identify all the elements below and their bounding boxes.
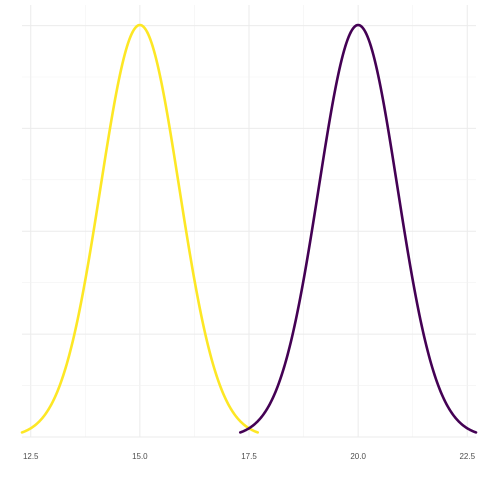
x-tick-label: 17.5 [241,452,257,461]
grid [22,5,476,438]
x-tick-label: 20.0 [350,452,366,461]
series-2-curve [238,23,478,434]
x-tick-label: 22.5 [459,452,475,461]
x-tick-label: 12.5 [23,452,39,461]
x-tick-label: 15.0 [132,452,148,461]
series-layer [20,23,478,434]
series-1-curve [20,23,260,434]
x-axis: 12.5 15.0 17.5 20.0 22.5 [23,452,476,461]
